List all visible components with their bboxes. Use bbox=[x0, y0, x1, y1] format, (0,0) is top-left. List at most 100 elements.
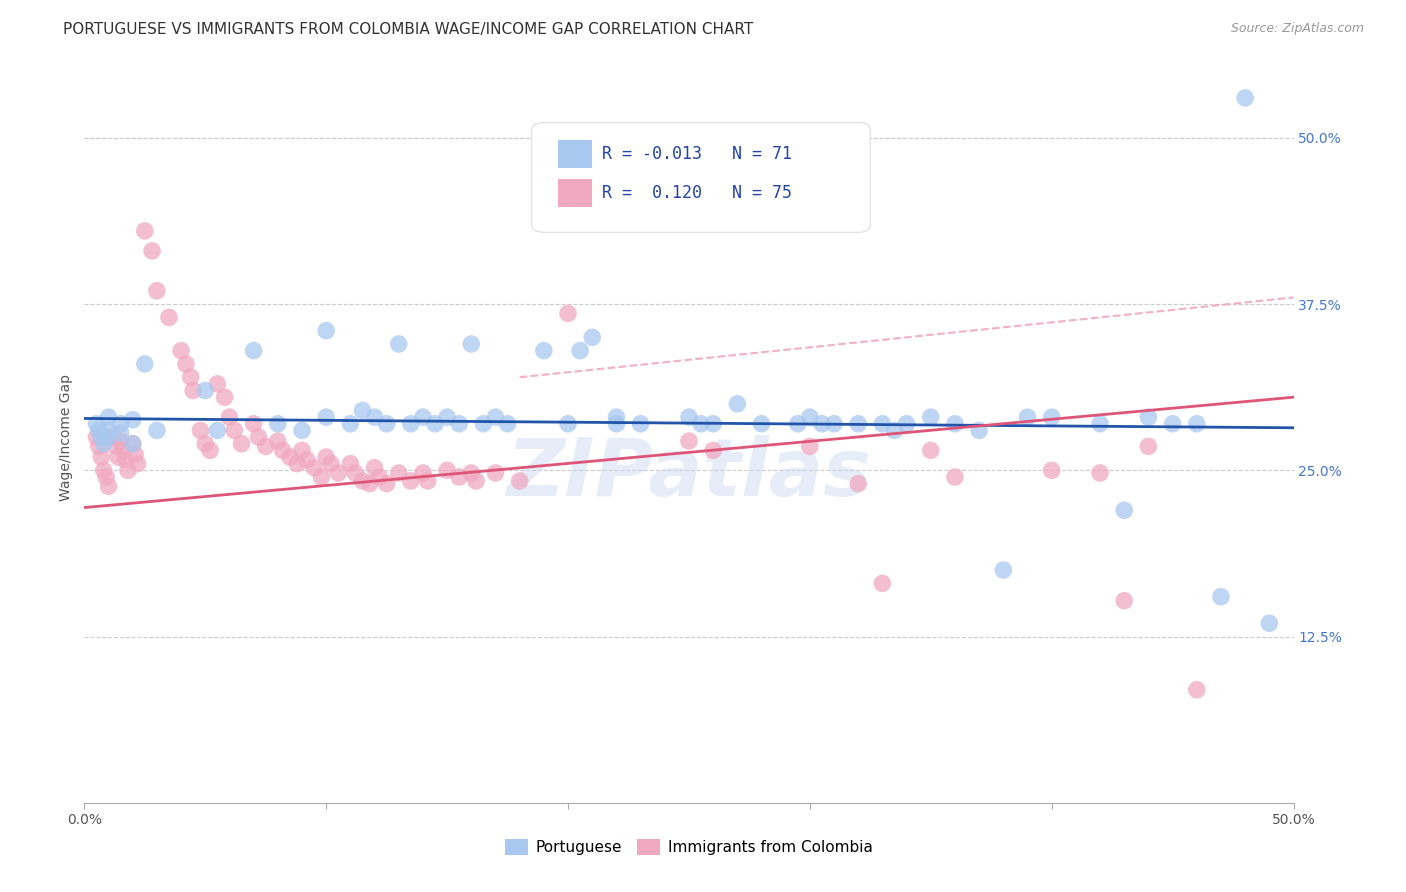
Point bbox=[146, 424, 169, 438]
Point bbox=[465, 474, 488, 488]
Point bbox=[134, 224, 156, 238]
Point bbox=[104, 439, 127, 453]
Point bbox=[883, 424, 905, 438]
Point bbox=[97, 430, 120, 444]
Text: R =  0.120   N = 75: R = 0.120 N = 75 bbox=[602, 184, 792, 202]
Point bbox=[557, 306, 579, 320]
FancyBboxPatch shape bbox=[558, 179, 592, 207]
Point bbox=[339, 417, 361, 431]
Point bbox=[823, 417, 845, 431]
Point bbox=[194, 436, 217, 450]
Point bbox=[846, 476, 869, 491]
Point bbox=[368, 470, 391, 484]
Point bbox=[93, 436, 115, 450]
Point bbox=[107, 450, 129, 464]
Point bbox=[967, 424, 990, 438]
Point bbox=[416, 474, 439, 488]
FancyBboxPatch shape bbox=[531, 122, 870, 232]
Point bbox=[460, 337, 482, 351]
Point bbox=[302, 460, 325, 475]
Point bbox=[496, 417, 519, 431]
Point bbox=[678, 434, 700, 448]
Point bbox=[110, 426, 132, 441]
Point bbox=[678, 410, 700, 425]
Point bbox=[315, 324, 337, 338]
Point bbox=[134, 357, 156, 371]
Point bbox=[423, 417, 446, 431]
Point bbox=[1114, 593, 1136, 607]
Point bbox=[103, 430, 125, 444]
Point bbox=[1114, 503, 1136, 517]
Point bbox=[231, 436, 253, 450]
Point bbox=[1234, 91, 1257, 105]
Point bbox=[218, 410, 240, 425]
Point bbox=[157, 310, 180, 325]
Point bbox=[97, 479, 120, 493]
Point bbox=[319, 457, 342, 471]
Point bbox=[86, 417, 108, 431]
Point bbox=[399, 417, 422, 431]
Point bbox=[1088, 417, 1111, 431]
Point bbox=[90, 450, 112, 464]
Point bbox=[207, 424, 229, 438]
Point bbox=[214, 390, 236, 404]
Point bbox=[141, 244, 163, 258]
FancyBboxPatch shape bbox=[558, 140, 592, 168]
Point bbox=[328, 466, 350, 480]
Point bbox=[484, 466, 506, 480]
Text: PORTUGUESE VS IMMIGRANTS FROM COLOMBIA WAGE/INCOME GAP CORRELATION CHART: PORTUGUESE VS IMMIGRANTS FROM COLOMBIA W… bbox=[63, 22, 754, 37]
Point bbox=[1258, 616, 1281, 631]
Point bbox=[799, 410, 821, 425]
Point bbox=[271, 443, 294, 458]
Point bbox=[180, 370, 202, 384]
Point bbox=[198, 443, 221, 458]
Point bbox=[146, 284, 169, 298]
Text: ZIPatlas: ZIPatlas bbox=[506, 434, 872, 513]
Point bbox=[97, 424, 120, 438]
Point bbox=[1137, 439, 1160, 453]
Point bbox=[751, 417, 773, 431]
Point bbox=[412, 410, 434, 425]
Point bbox=[94, 470, 117, 484]
Point bbox=[872, 417, 894, 431]
Point bbox=[436, 410, 458, 425]
Point bbox=[242, 343, 264, 358]
Point bbox=[375, 417, 398, 431]
Point bbox=[242, 417, 264, 431]
Point bbox=[117, 463, 139, 477]
Point bbox=[1017, 410, 1039, 425]
Point bbox=[449, 470, 471, 484]
Point bbox=[127, 457, 149, 471]
Point bbox=[170, 343, 193, 358]
Point bbox=[1185, 417, 1208, 431]
Point bbox=[449, 417, 471, 431]
Point bbox=[121, 436, 143, 450]
Point bbox=[509, 474, 531, 488]
Point bbox=[533, 343, 555, 358]
Point bbox=[86, 430, 108, 444]
Point bbox=[1088, 466, 1111, 480]
Point bbox=[278, 450, 301, 464]
Point bbox=[557, 417, 579, 431]
Point bbox=[630, 417, 652, 431]
Point bbox=[1137, 410, 1160, 425]
Y-axis label: Wage/Income Gap: Wage/Income Gap bbox=[59, 374, 73, 500]
Point bbox=[786, 417, 808, 431]
Point bbox=[247, 430, 270, 444]
Point bbox=[124, 447, 146, 461]
Point bbox=[702, 443, 724, 458]
Point bbox=[295, 452, 318, 467]
Point bbox=[1040, 410, 1063, 425]
Point bbox=[690, 417, 713, 431]
Point bbox=[352, 474, 374, 488]
Point bbox=[1161, 417, 1184, 431]
Point bbox=[375, 476, 398, 491]
Point bbox=[121, 436, 143, 450]
Point bbox=[315, 450, 337, 464]
Point bbox=[363, 410, 385, 425]
Point bbox=[993, 563, 1015, 577]
Point bbox=[472, 417, 495, 431]
Point bbox=[267, 434, 290, 448]
Point bbox=[605, 417, 627, 431]
Point bbox=[112, 443, 135, 458]
